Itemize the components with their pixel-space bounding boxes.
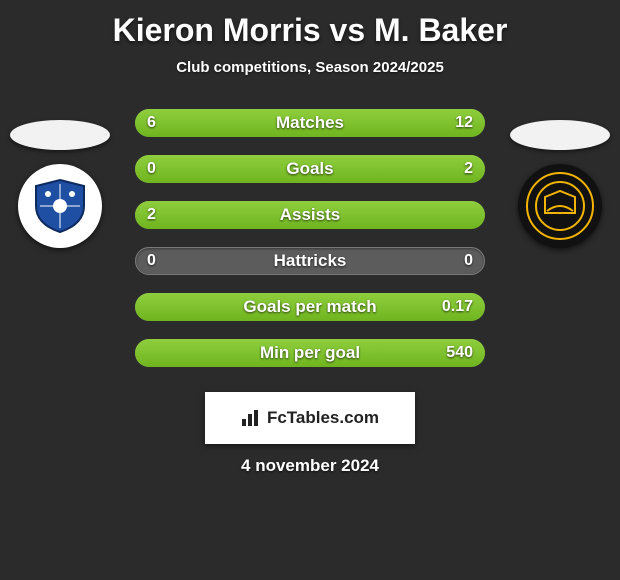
stat-value-left: 0 (147, 243, 156, 279)
bar-fill-right (135, 155, 485, 183)
watermark-text: FcTables.com (267, 408, 379, 428)
stat-row: Assists2 (135, 197, 485, 231)
stat-value-left: 2 (147, 197, 156, 233)
stat-value-right: 12 (455, 105, 473, 141)
stat-row: Goals02 (135, 151, 485, 185)
bar-fill-right (251, 109, 486, 137)
bar-fill-right (135, 339, 485, 367)
stat-row: Hattricks00 (135, 243, 485, 277)
date-text: 4 november 2024 (0, 456, 620, 476)
bar-fill-right (135, 293, 485, 321)
bar-fill-left (135, 201, 485, 229)
stat-value-left: 0 (147, 151, 156, 187)
stat-value-right: 540 (446, 335, 473, 371)
page-title: Kieron Morris vs M. Baker (0, 0, 620, 49)
bars-icon (241, 409, 261, 427)
subtitle: Club competitions, Season 2024/2025 (0, 59, 620, 76)
stat-value-right: 0 (464, 243, 473, 279)
stat-value-left: 6 (147, 105, 156, 141)
watermark: FcTables.com (205, 392, 415, 444)
bar-track (135, 247, 485, 275)
stat-row: Matches612 (135, 105, 485, 139)
stats-container: Matches612Goals02Assists2Hattricks00Goal… (0, 105, 620, 381)
stat-value-right: 0.17 (442, 289, 473, 325)
stat-row: Goals per match0.17 (135, 289, 485, 323)
stat-row: Min per goal540 (135, 335, 485, 369)
stat-value-right: 2 (464, 151, 473, 187)
